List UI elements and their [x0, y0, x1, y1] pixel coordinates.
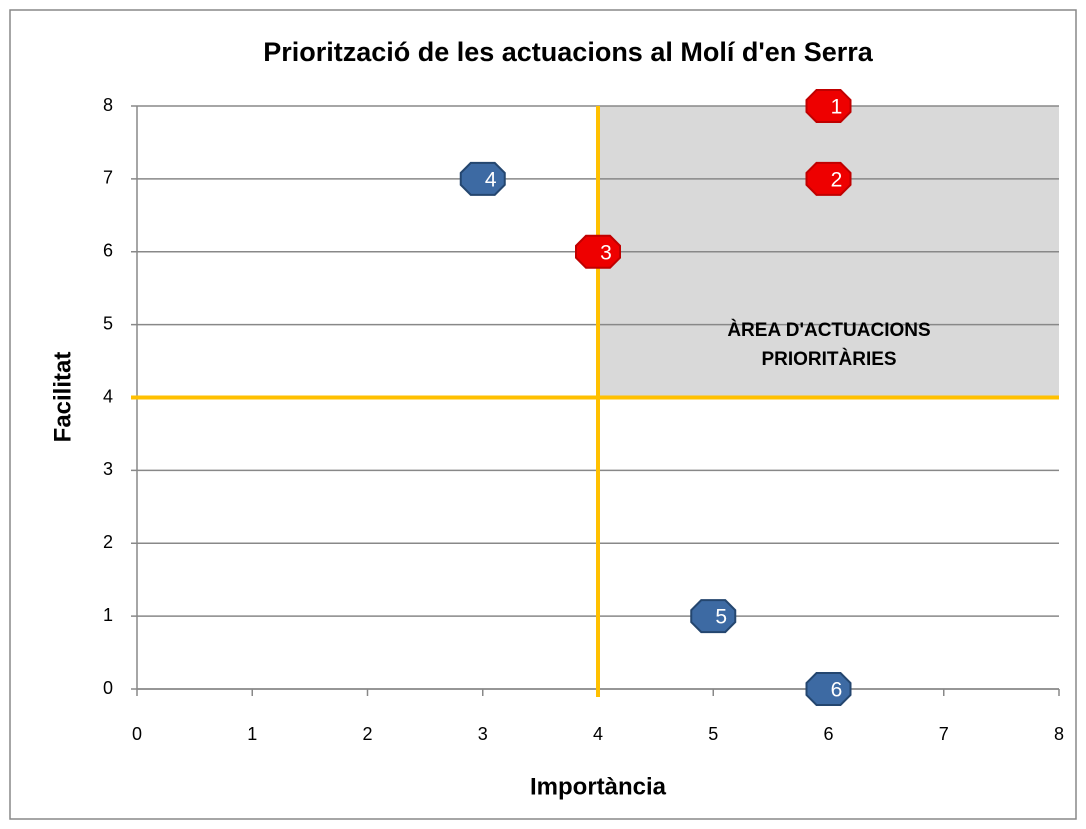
point [805, 161, 852, 196]
x-tick-label: 7 [939, 724, 949, 744]
x-tick-label: 1 [247, 724, 257, 744]
point [690, 599, 737, 634]
chart-title: Priorització de les actuacions al Molí d… [263, 37, 874, 67]
y-tick-label: 8 [103, 95, 113, 115]
y-tick-label: 0 [103, 678, 113, 698]
point [459, 161, 506, 196]
x-tick-label: 6 [823, 724, 833, 744]
y-tick-label: 6 [103, 241, 113, 261]
x-tick-label: 5 [708, 724, 718, 744]
y-tick-label: 4 [103, 386, 113, 406]
point [805, 672, 852, 706]
x-tick-label: 4 [593, 724, 603, 744]
point-label: 1 [831, 96, 843, 119]
point [575, 234, 621, 269]
annotation: ÀREA D'ACTUACIONS [727, 319, 930, 341]
point-label: 5 [715, 606, 727, 629]
x-tick-label: 3 [478, 724, 488, 744]
y-tick-label: 3 [103, 459, 113, 479]
x-tick-label: 2 [362, 724, 372, 744]
x-tick-label: 8 [1054, 724, 1064, 744]
x-tick-label: 0 [132, 724, 142, 744]
point [805, 89, 852, 123]
y-tick-label: 2 [103, 532, 113, 552]
y-axis-label: Facilitat [49, 352, 76, 443]
x-axis-label: Importància [530, 773, 667, 800]
y-tick-label: 5 [103, 313, 113, 333]
y-tick-label: 1 [103, 605, 113, 625]
point-label: 2 [831, 168, 843, 191]
y-tick-label: 7 [103, 168, 113, 188]
point-label: 6 [831, 679, 843, 702]
annotation: PRIORITÀRIES [761, 348, 896, 370]
point-label: 4 [485, 168, 497, 191]
point-label: 3 [600, 241, 612, 264]
